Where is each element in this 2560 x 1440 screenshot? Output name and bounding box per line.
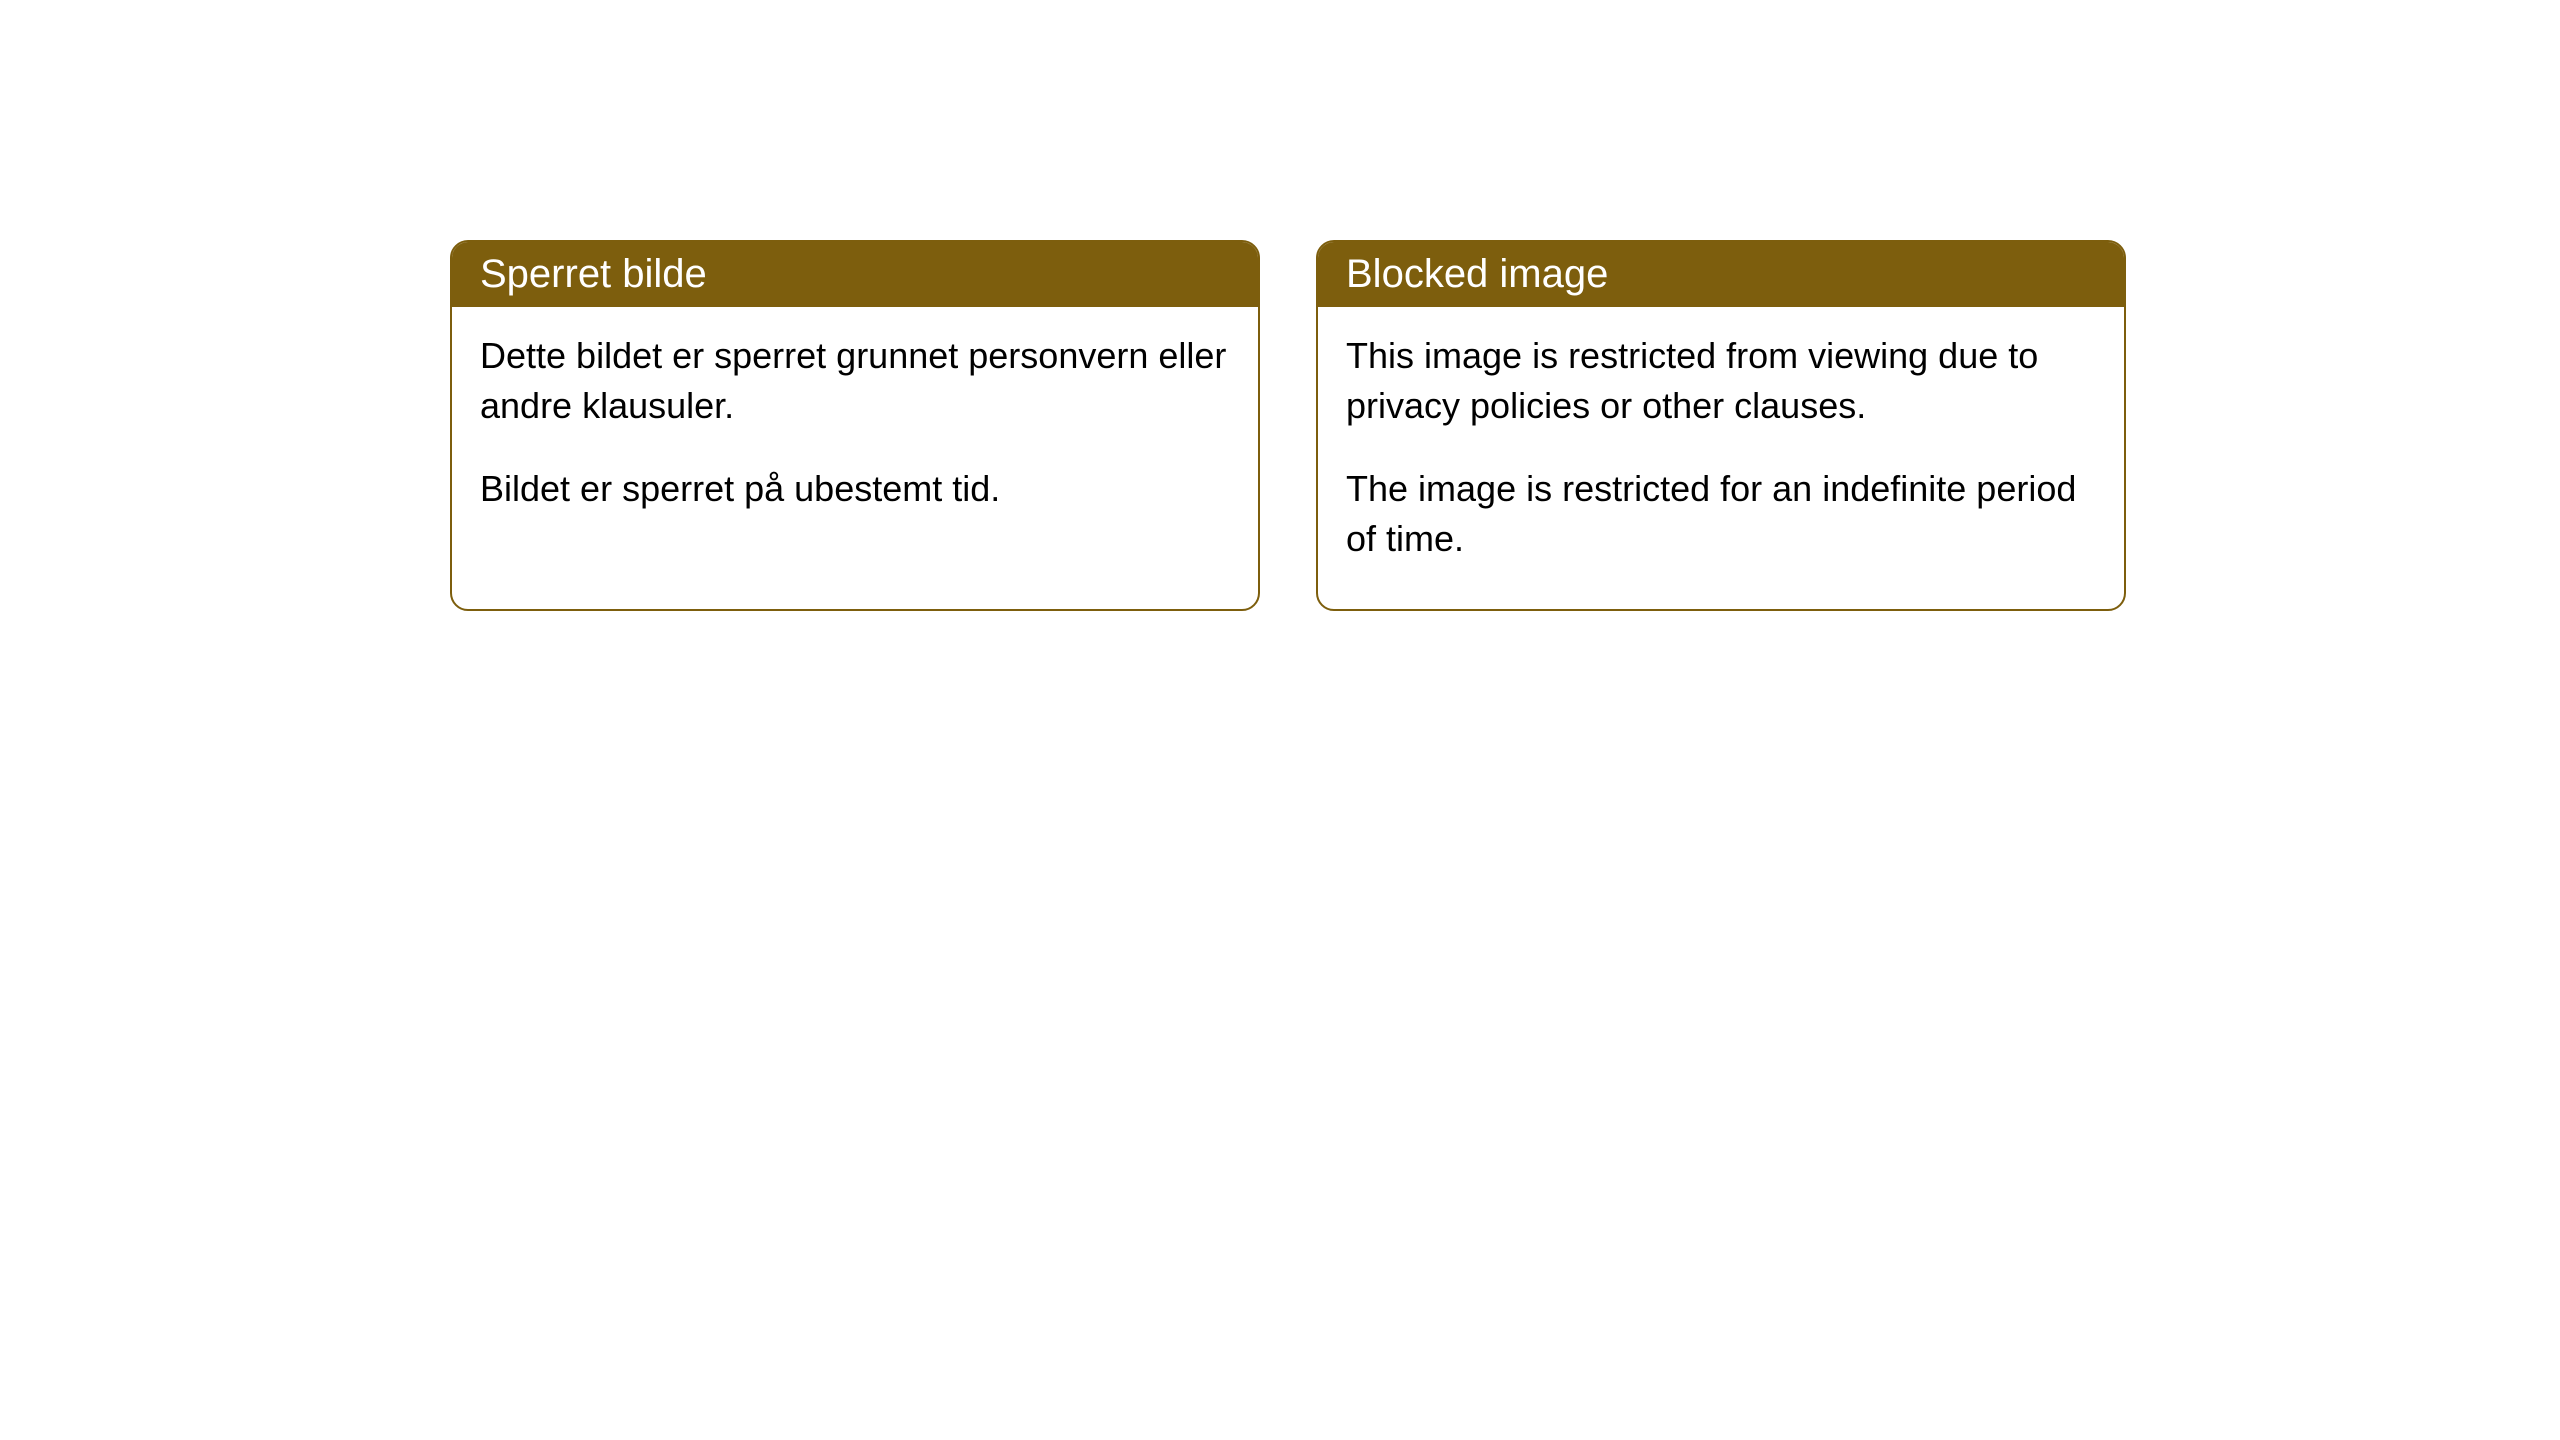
card-text-no-2: Bildet er sperret på ubestemt tid.	[480, 464, 1230, 514]
card-header-no: Sperret bilde	[452, 242, 1258, 307]
card-title-en: Blocked image	[1346, 252, 1608, 296]
card-header-en: Blocked image	[1318, 242, 2124, 307]
card-body-no: Dette bildet er sperret grunnet personve…	[452, 307, 1258, 558]
card-text-no-1: Dette bildet er sperret grunnet personve…	[480, 331, 1230, 432]
card-text-en-2: The image is restricted for an indefinit…	[1346, 464, 2096, 565]
card-body-en: This image is restricted from viewing du…	[1318, 307, 2124, 609]
blocked-image-card-en: Blocked image This image is restricted f…	[1316, 240, 2126, 611]
blocked-image-card-no: Sperret bilde Dette bildet er sperret gr…	[450, 240, 1260, 611]
card-title-no: Sperret bilde	[480, 252, 707, 296]
card-text-en-1: This image is restricted from viewing du…	[1346, 331, 2096, 432]
notice-cards-container: Sperret bilde Dette bildet er sperret gr…	[450, 240, 2126, 611]
